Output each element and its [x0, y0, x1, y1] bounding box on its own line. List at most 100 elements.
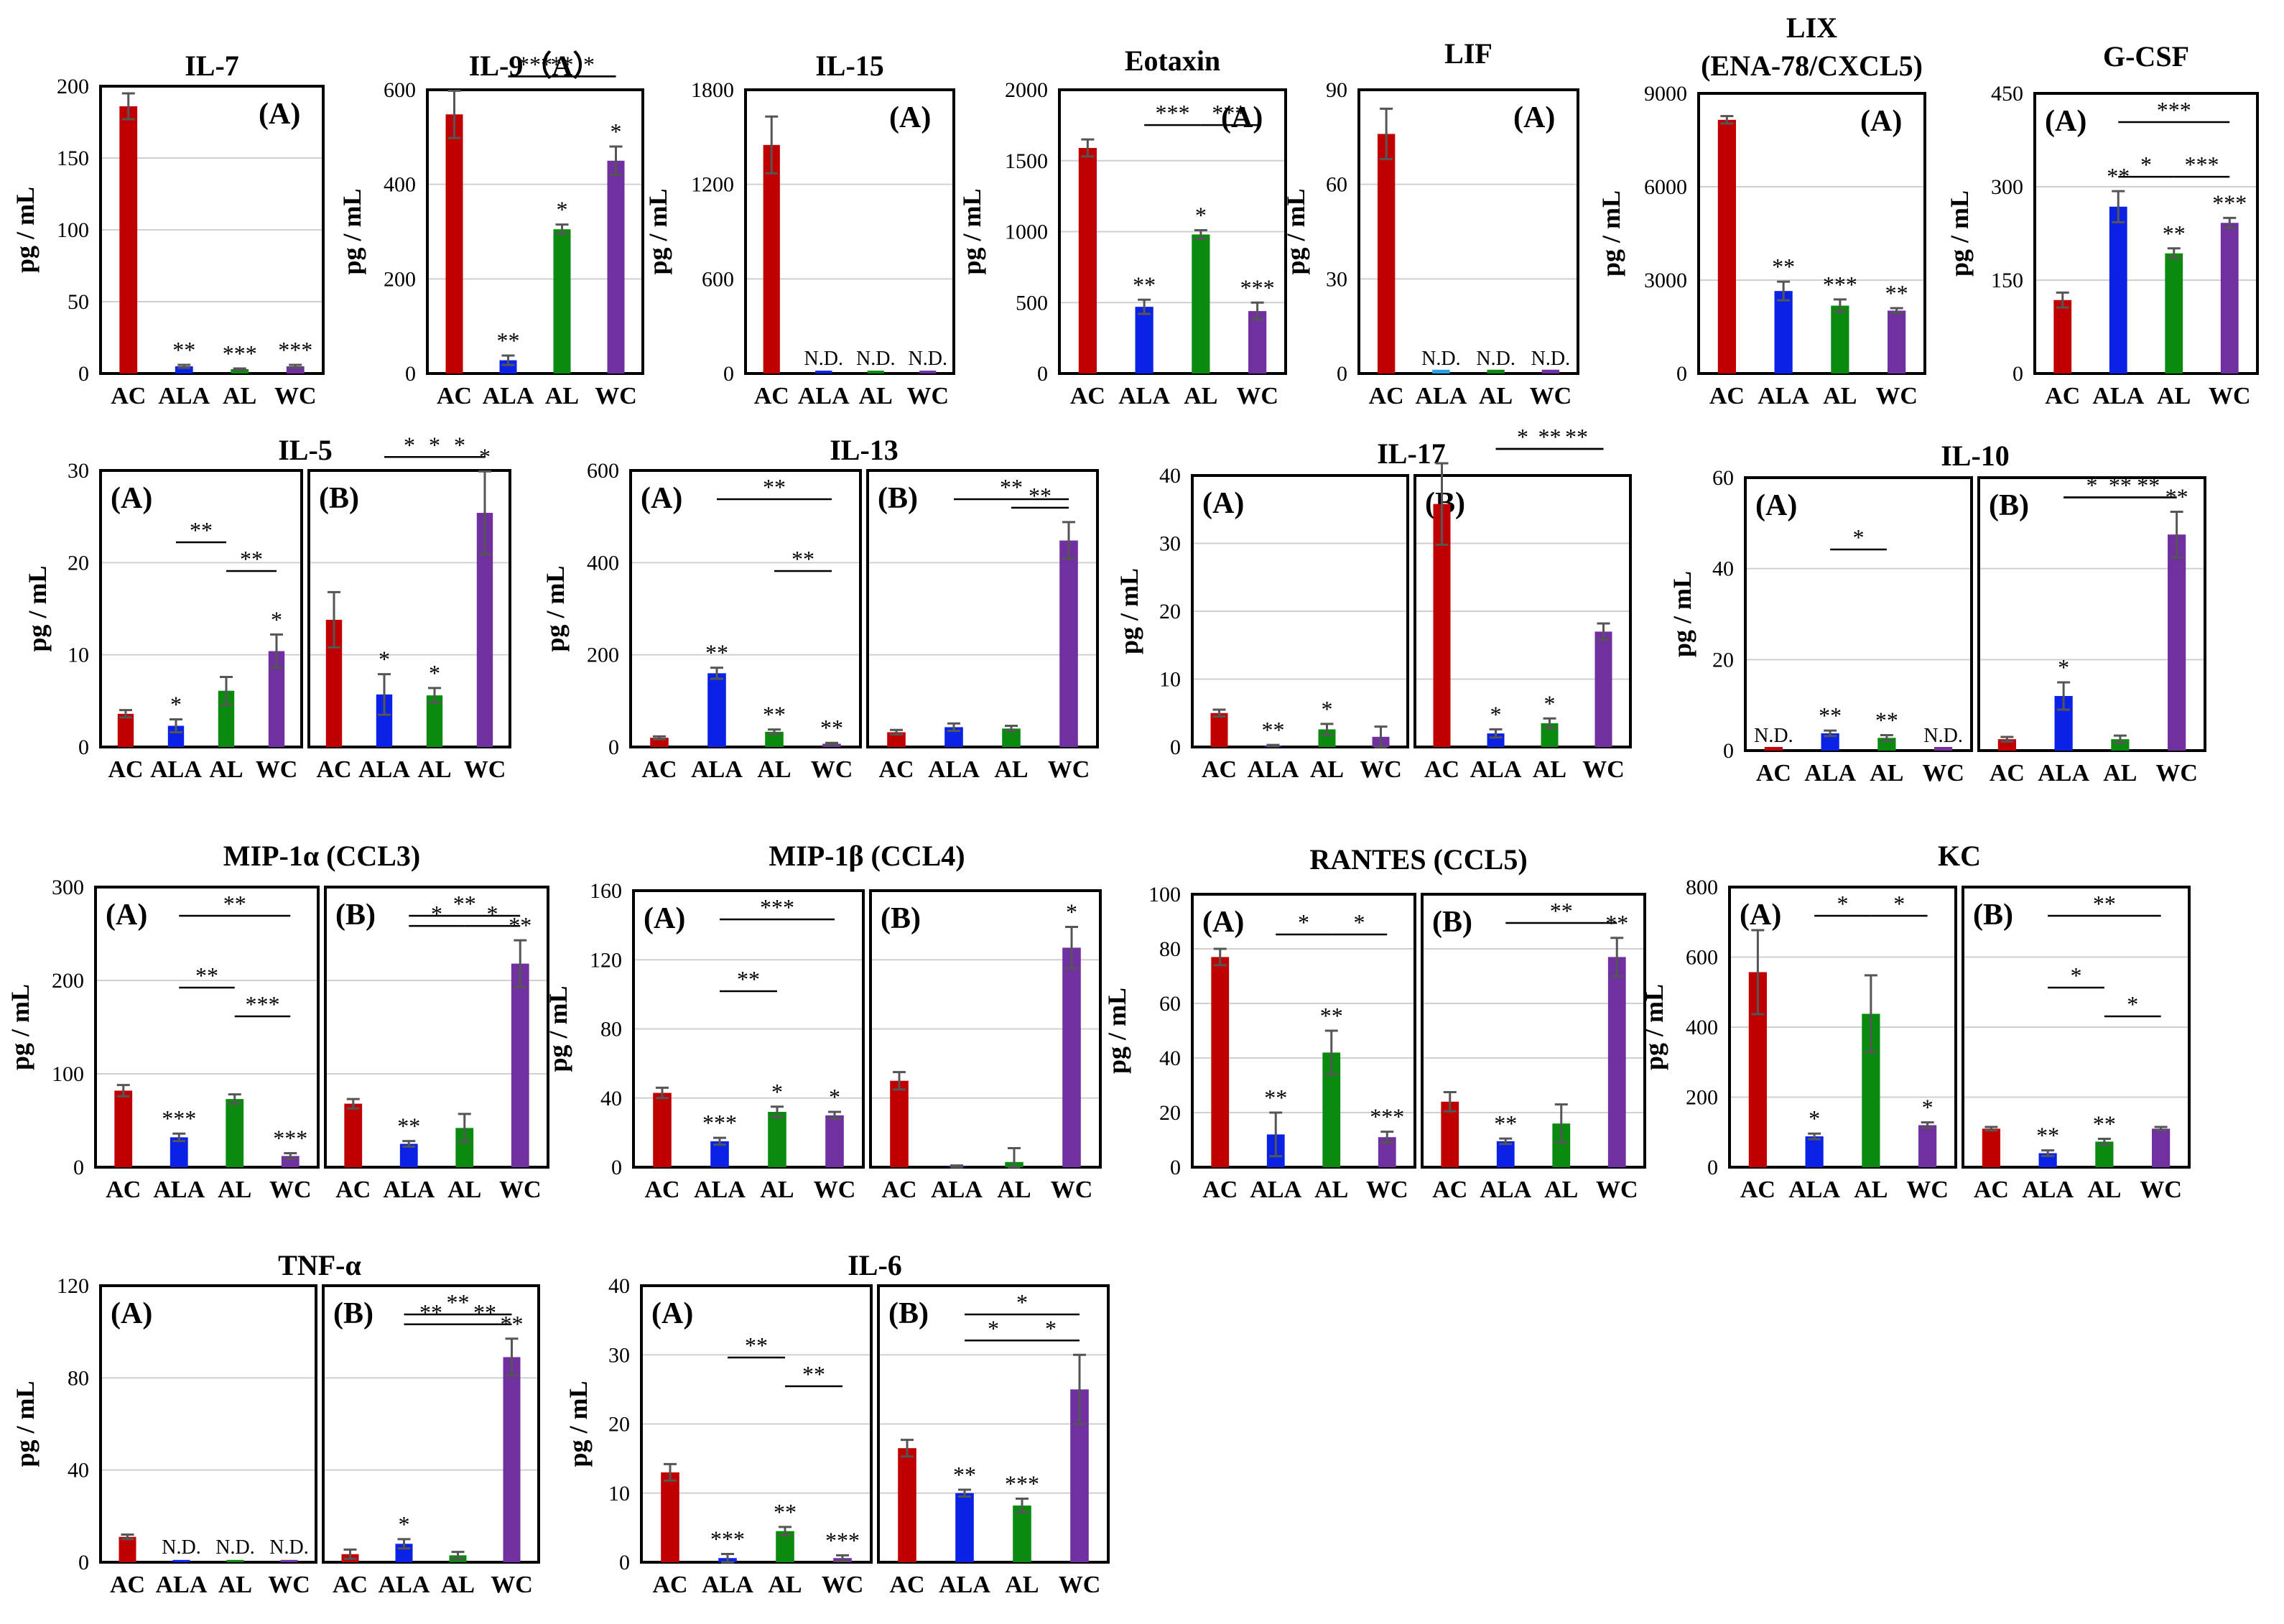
- il9-xtick-label: ALA: [483, 383, 534, 409]
- il10-nd-label: N.D.: [1754, 725, 1793, 747]
- lif-title: LIF: [1444, 37, 1493, 70]
- mip1b-bar-al: [768, 1112, 786, 1167]
- eotaxin-ytick-label: 1500: [1005, 149, 1048, 173]
- il5-bracket-mark: *: [454, 432, 465, 458]
- mip1b-bracket-mark: ***: [760, 894, 794, 920]
- il13-bar-al: [765, 731, 784, 747]
- il10-significance-mark: **: [1875, 707, 1898, 733]
- mip1a-bar-ac: [114, 1090, 133, 1167]
- il5-bracket-mark: *: [404, 432, 415, 458]
- il9-bar-al: [553, 229, 571, 373]
- il10-xtick-label: ALA: [2038, 760, 2089, 787]
- mip1b-bar-ac: [890, 1080, 909, 1167]
- rantes-title: RANTES (CCL5): [1309, 843, 1527, 876]
- gcsf-bar-ac: [2053, 300, 2072, 373]
- gcsf-bracket-mark: *: [2140, 152, 2152, 177]
- il17-ylabel: pg / mL: [1115, 568, 1143, 654]
- il7-ytick-label: 200: [57, 75, 89, 98]
- il10-ytick-label: 40: [1712, 557, 1734, 581]
- il5-bracket-mark: *: [429, 432, 440, 458]
- il9-xtick-label: AC: [437, 383, 472, 409]
- il17-ytick-label: 40: [1159, 464, 1181, 488]
- mip1a-bar-ala: [399, 1143, 418, 1167]
- mip1b-panel-frame: [632, 889, 865, 1169]
- kc-significance-mark: **: [2093, 1111, 2116, 1137]
- mip1b-ylabel: pg / mL: [544, 985, 572, 1072]
- tnfa-bar-wc: [503, 1357, 521, 1562]
- il6-bar-ac: [898, 1448, 916, 1562]
- il7-panel-label: (A): [259, 98, 300, 131]
- mip1a-bar-ac: [344, 1103, 363, 1167]
- rantes-xtick-label: AL: [1544, 1177, 1578, 1203]
- lif-bar-wc: [1541, 369, 1560, 373]
- gcsf-ytick-label: 450: [1991, 82, 2023, 106]
- il5-significance-mark: *: [379, 646, 390, 672]
- mip1b-xtick-label: ALA: [694, 1177, 746, 1203]
- mip1a-significance-mark: **: [397, 1113, 420, 1139]
- il10-panel-frame: [1744, 476, 1973, 752]
- il15-ytick-label: 1200: [691, 173, 734, 197]
- il15-bar-al: [867, 371, 884, 373]
- mip1b-bar-wc: [825, 1115, 844, 1167]
- kc-xtick-label: ALA: [2022, 1177, 2074, 1203]
- il5-panel-label: (B): [319, 482, 359, 515]
- il7-xtick-label: WC: [274, 383, 317, 409]
- lix-significance-mark: **: [1885, 280, 1908, 306]
- il10-xtick-label: WC: [2155, 760, 2198, 787]
- mip1a-bracket-mark: **: [453, 891, 476, 917]
- tnfa-panel-frame: [99, 1284, 317, 1564]
- il9-bar-ala: [499, 360, 517, 373]
- tnfa-xtick-label: ALA: [156, 1572, 208, 1598]
- gcsf-bracket-mark: ***: [2185, 152, 2219, 177]
- il5-xtick-label: AC: [316, 756, 351, 783]
- kc-bar-al: [2095, 1141, 2114, 1167]
- tnfa-bar-wc: [280, 1559, 298, 1562]
- il5-bar-ac: [117, 713, 134, 747]
- lif-bar-ac: [1377, 134, 1396, 373]
- rantes-panel-frame: [1191, 893, 1416, 1169]
- il7-ytick-label: 0: [78, 362, 89, 386]
- tnfa-panel-label: (A): [111, 1297, 152, 1330]
- kc-title: KC: [1938, 840, 1981, 872]
- lix-ytick-label: 3000: [1644, 269, 1687, 292]
- mip1b-xtick-label: AC: [881, 1177, 916, 1203]
- il9-xtick-label: WC: [595, 383, 637, 409]
- lix-bar-ala: [1774, 291, 1793, 373]
- il5-xtick-label: AL: [417, 756, 451, 783]
- il10-title: IL-10: [1941, 440, 2010, 472]
- eotaxin-significance-mark: ***: [1240, 274, 1275, 300]
- mip1a-ylabel: pg / mL: [6, 984, 34, 1070]
- kc-bracket-mark: *: [1837, 891, 1849, 917]
- il7-panel-frame: [99, 85, 325, 375]
- il13-xtick-label: AL: [757, 756, 791, 783]
- il10-panel-label: (B): [1989, 489, 2029, 522]
- il15-title: IL-15: [815, 50, 884, 82]
- kc-xtick-label: AL: [1854, 1177, 1888, 1203]
- mip1a-xtick-label: ALA: [153, 1177, 205, 1203]
- eotaxin-title: Eotaxin: [1125, 45, 1220, 77]
- mip1a-ytick-label: 0: [73, 1156, 84, 1179]
- il15-ytick-label: 1800: [691, 78, 734, 102]
- il15-xtick-label: AL: [859, 383, 893, 409]
- il17-xtick-label: AL: [1533, 756, 1566, 783]
- il6-bracket-mark: *: [988, 1315, 999, 1341]
- il5-xtick-label: AC: [108, 756, 143, 783]
- il13-bracket-mark: **: [1029, 483, 1052, 509]
- mip1a-bar-wc: [511, 963, 529, 1167]
- eotaxin-bar-ac: [1078, 147, 1097, 373]
- il9-significance-mark: *: [557, 197, 568, 223]
- mip1a-bracket-mark: *: [431, 901, 442, 927]
- mip1b-bar-ac: [653, 1092, 672, 1167]
- tnfa-ytick-label: 0: [78, 1551, 89, 1574]
- mip1b-panel-frame: [869, 889, 1102, 1169]
- il7-bar-ala: [175, 366, 193, 373]
- il6-xtick-label: WC: [1059, 1572, 1101, 1598]
- gcsf-ylabel: pg / mL: [1945, 190, 1974, 277]
- il13-xtick-label: WC: [1048, 756, 1090, 783]
- kc-ylabel: pg / mL: [1640, 984, 1668, 1070]
- il15-bar-wc: [919, 371, 937, 373]
- lix-panel-frame: [1697, 92, 1926, 375]
- il5-panel-frame: [307, 469, 511, 748]
